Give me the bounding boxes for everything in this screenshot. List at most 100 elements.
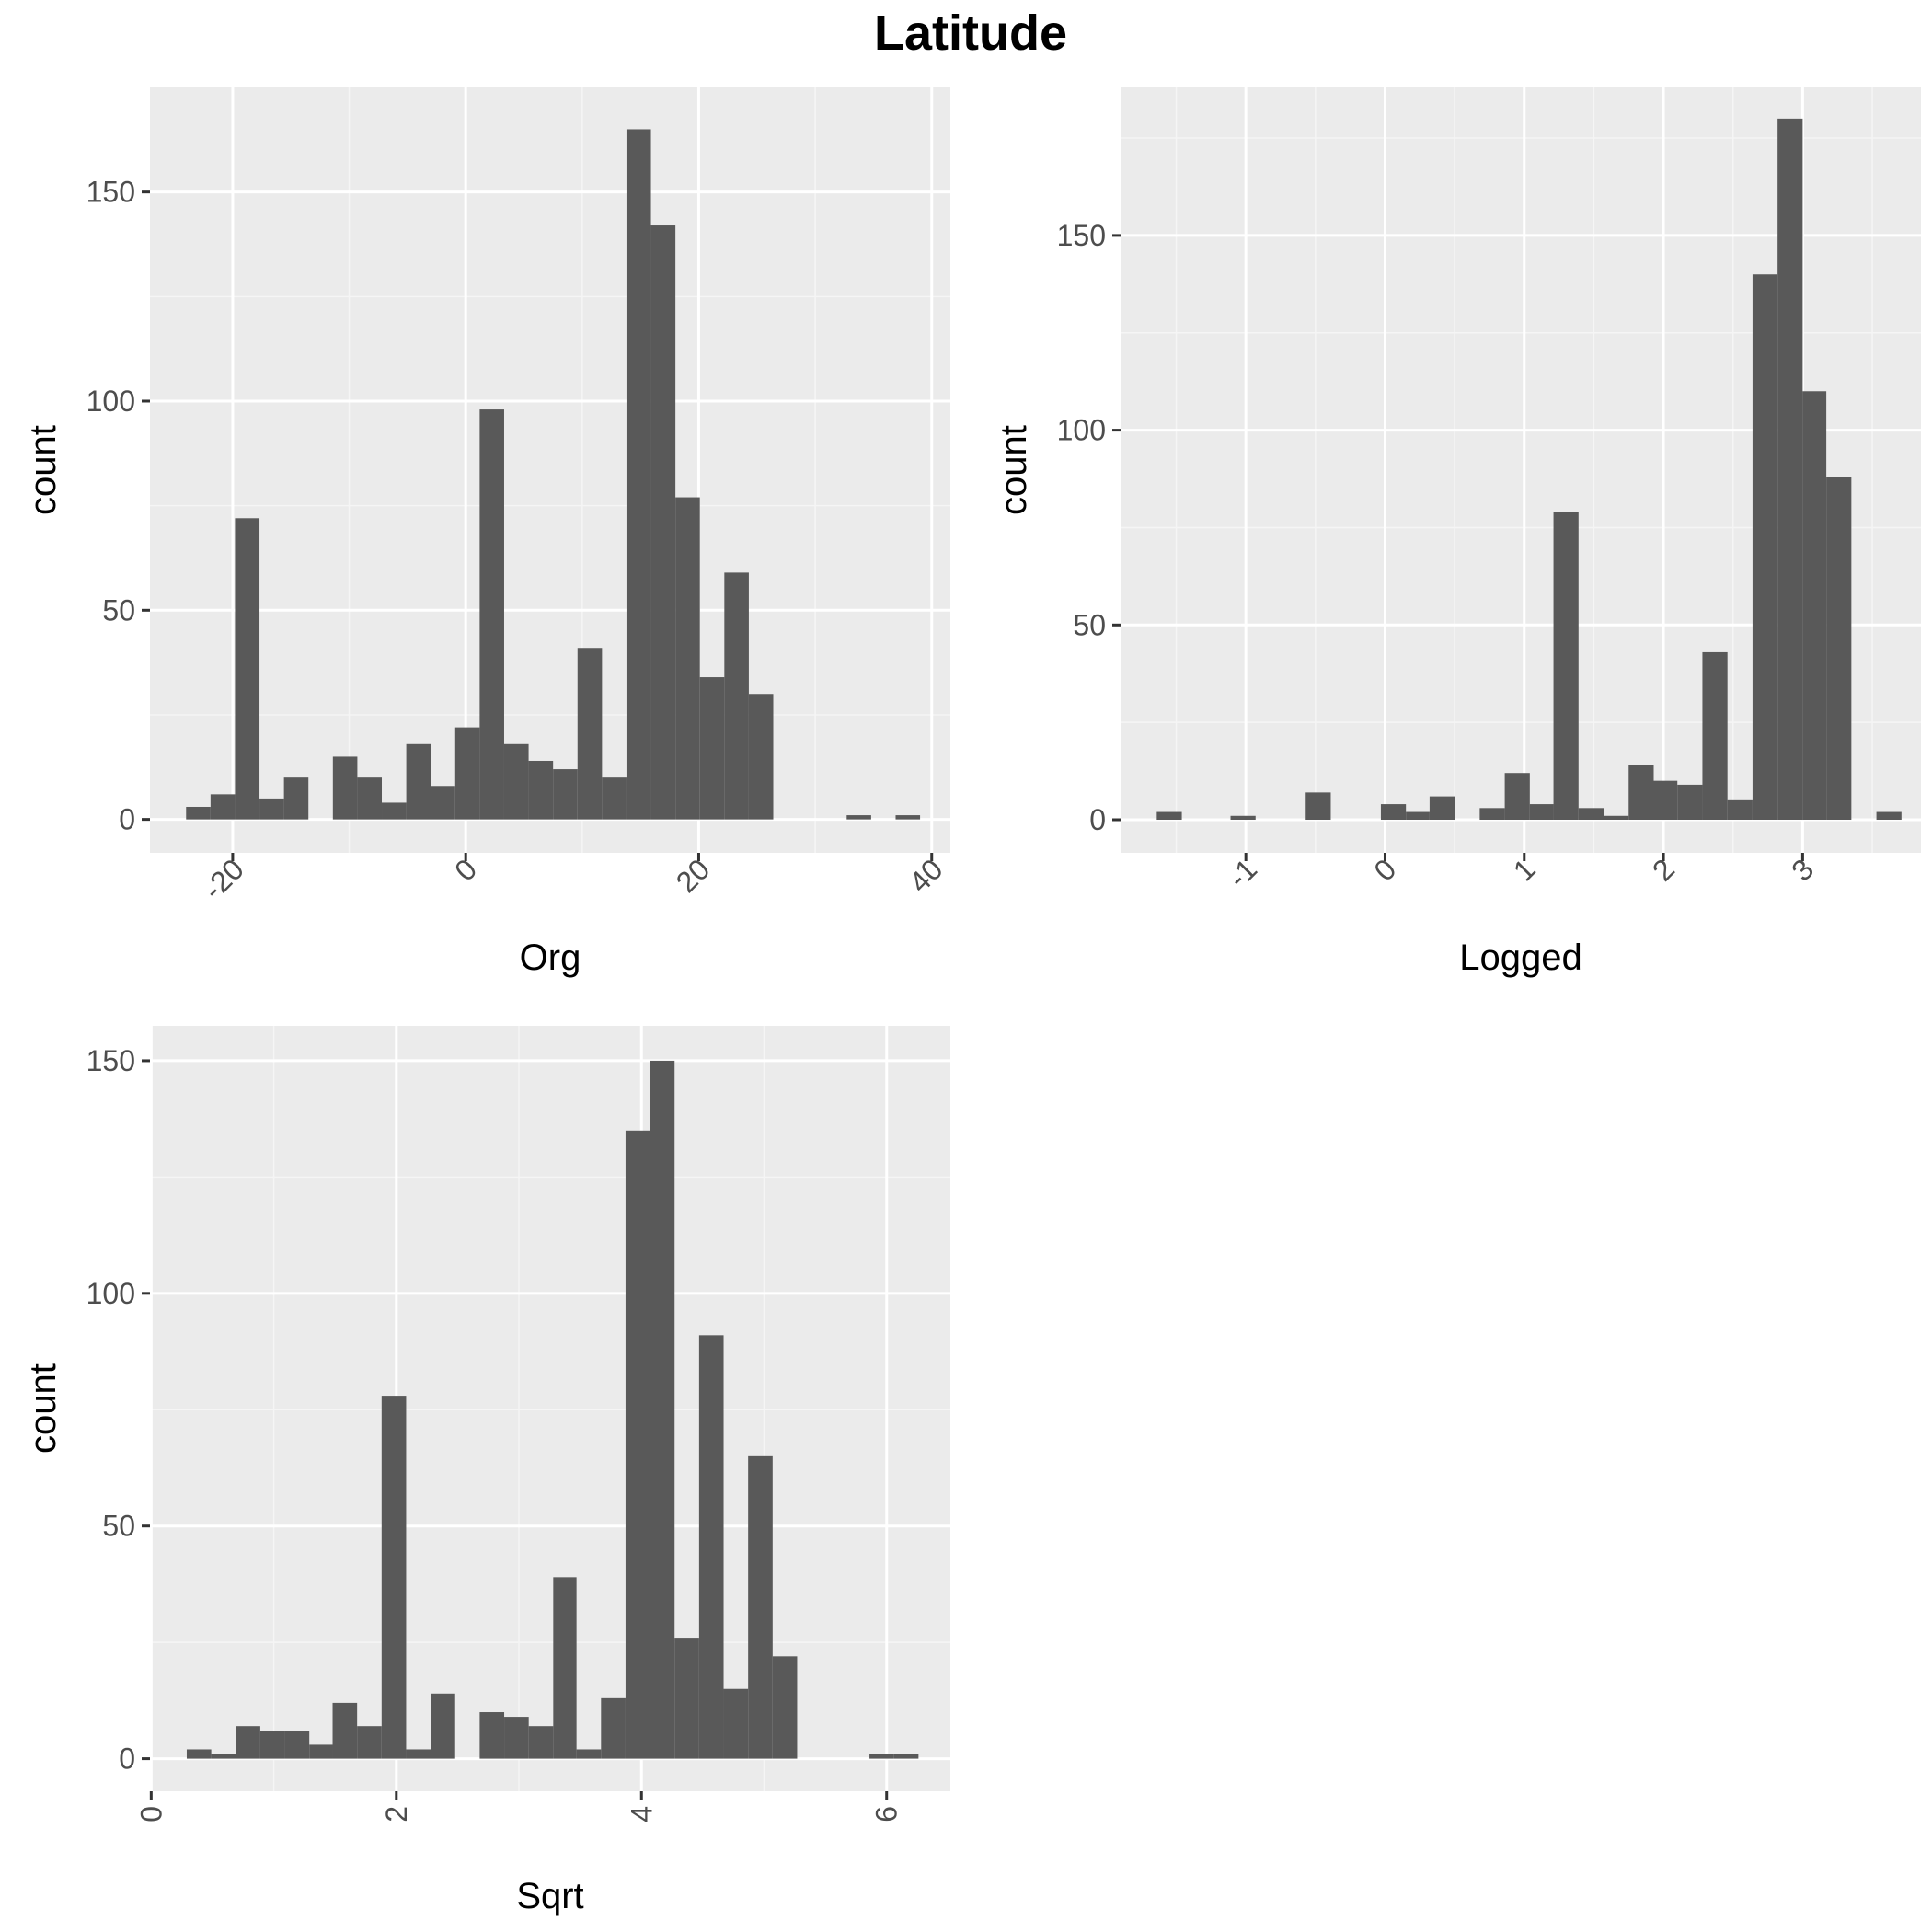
histogram-bar [1702,651,1728,821]
histogram-bar [626,129,651,820]
histogram-bar [650,225,676,820]
histogram-bar [1429,796,1455,821]
histogram-bar [748,1455,773,1759]
histogram-bars [1156,118,1902,821]
histogram-bar [893,1754,919,1759]
histogram-bar [1504,773,1530,821]
histogram-bar [528,1726,554,1759]
histogram-bar [895,815,921,820]
histogram-bar [235,518,260,820]
histogram-bar [528,760,554,820]
y-tick-label: 0 [119,803,135,836]
y-tick-label: 100 [86,385,135,418]
histogram-bars [186,129,921,820]
histogram-bar [259,1731,285,1759]
histogram-bar [332,756,358,820]
histogram-bar [284,1731,310,1759]
histogram-bar [1876,811,1902,821]
y-tick-label: 100 [86,1277,135,1310]
histogram-bar [504,1717,529,1759]
histogram-bar [1380,804,1407,821]
histogram-bar [602,777,627,820]
histogram-bar [211,1754,236,1759]
histogram-bar [1727,799,1753,821]
histogram-bar [1677,784,1703,821]
histogram-bar [723,1688,749,1759]
histogram-bar [601,1697,626,1759]
y-tick-label: 150 [1057,219,1106,252]
histogram-bar [553,769,578,820]
histogram-bar [1752,274,1778,821]
histogram-bar [675,497,700,820]
histogram-bar [674,1638,699,1759]
x-tick-label: 4 [625,1806,658,1823]
histogram-bar [259,798,284,820]
histogram-bar [1826,477,1852,821]
y-tick-label: 50 [1073,608,1106,641]
histogram-bar [1529,804,1554,821]
x-tick-label: 2 [380,1806,413,1823]
y-tick-label: 150 [86,1044,135,1077]
y-tick-label: 50 [102,1510,135,1543]
histogram-bar [577,648,603,820]
histogram-bar [1653,780,1678,821]
histogram-bar [454,727,480,820]
histogram-bar [699,677,725,820]
histogram-bar [309,1744,333,1759]
histogram-bar [1230,815,1256,821]
histogram-bar [698,1335,724,1759]
histogram-bar [1305,792,1331,821]
x-axis-title: Logged [1459,937,1581,978]
histogram-bar [1553,512,1579,821]
histogram-bar [1406,811,1430,821]
histogram-bar [1479,808,1505,821]
y-tick-label: 50 [102,593,135,627]
histogram-bar [283,777,309,820]
histogram-bar [1628,765,1654,821]
histogram-bar [431,1693,455,1759]
y-axis-title: count [23,425,63,515]
y-tick-label: 150 [86,176,135,209]
histogram-bars [186,1060,919,1759]
histogram-bar [1604,815,1629,821]
x-tick-label: 6 [870,1806,903,1823]
histogram-bar [406,743,431,820]
histogram-bar [357,777,383,820]
histogram-bar [1777,118,1803,821]
histogram-bar [332,1702,358,1759]
histogram-bar [479,409,504,820]
histogram-bar [724,572,749,820]
histogram-bar [846,815,871,820]
histogram-bar [186,806,211,820]
panel-background [150,87,950,853]
histogram-bar [186,1749,212,1759]
x-axis-title: Org [520,937,581,978]
histogram-bar [576,1749,602,1759]
x-tick-label: 0 [134,1806,167,1823]
histogram-bar [625,1130,650,1759]
histogram-bar [503,743,529,820]
y-tick-label: 100 [1057,414,1106,447]
histogram-bar [382,802,407,820]
y-axis-title: count [23,1363,63,1454]
y-axis-title: count [994,425,1034,515]
histogram-bar [1578,808,1604,821]
panel-background [150,1026,950,1791]
histogram-bar [1156,811,1182,821]
histogram-bar [553,1577,577,1759]
chart-panel-sqrt: 0 50 100 150 0 2 4 6 Sqrt count [23,1026,950,1916]
histogram-bar [748,694,774,820]
histogram-bar [650,1060,675,1759]
histogram-bar [381,1396,407,1759]
histogram-bar [210,794,236,820]
histogram-bar [479,1712,505,1759]
histogram-bar [431,786,455,820]
histogram-bar [1802,391,1827,821]
histogram-bar [869,1754,894,1759]
x-axis-title: Sqrt [516,1876,583,1916]
histogram-bar [236,1726,260,1759]
